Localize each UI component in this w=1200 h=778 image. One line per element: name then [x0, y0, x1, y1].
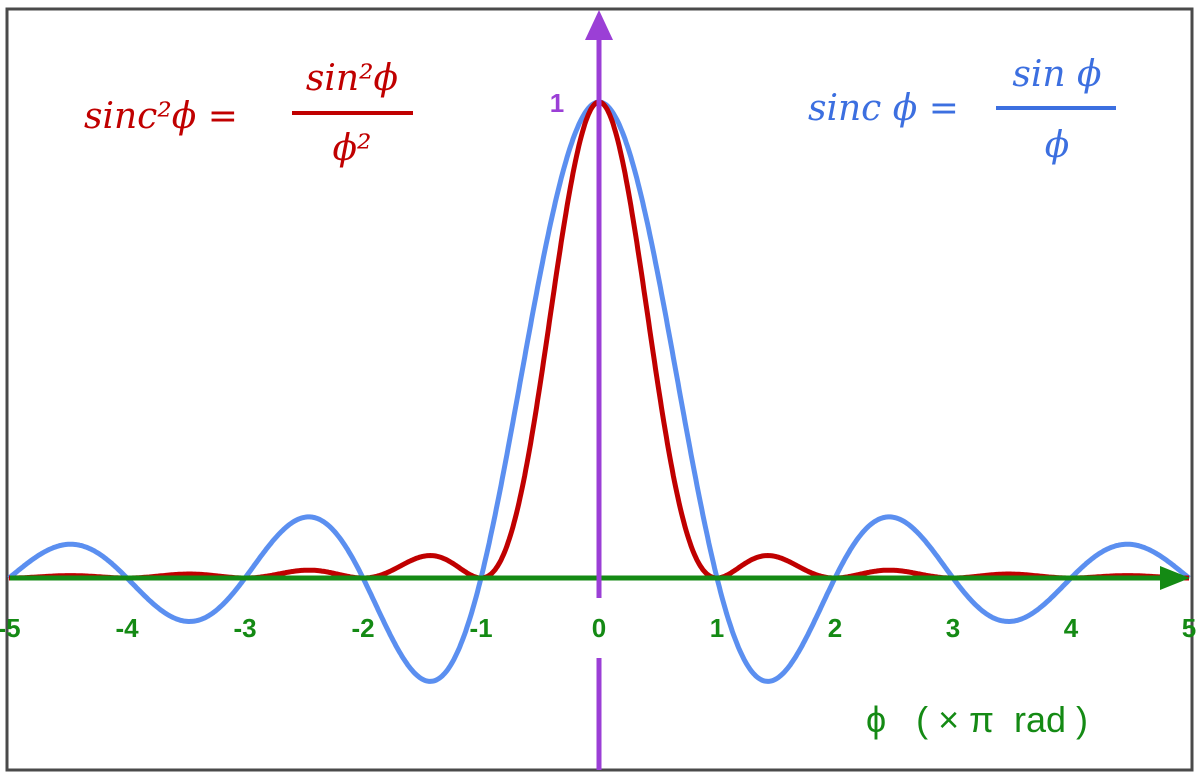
y-tick-label: 1: [550, 88, 564, 118]
legend-sinc-squared-denominator: ϕ²: [333, 128, 372, 169]
x-tick-label: 1: [710, 613, 724, 643]
x-tick-label: 0: [592, 613, 606, 643]
x-tick-label: 5: [1182, 613, 1196, 643]
legend-sinc: sinc ϕ = sin ϕ ϕ: [808, 54, 1116, 166]
legend-sinc-squared-lhs: sinc²ϕ =: [84, 96, 238, 137]
x-axis-arrow: [1160, 566, 1190, 590]
x-tick-label: 3: [946, 613, 960, 643]
legend-sinc-squared-numerator: sin²ϕ: [306, 58, 398, 99]
legend-sinc-squared: sinc²ϕ = sin²ϕ ϕ²: [84, 58, 413, 169]
x-tick-label: -4: [115, 613, 139, 643]
legend-sinc-denominator: ϕ: [1045, 125, 1070, 166]
legend-sinc-lhs: sinc ϕ =: [808, 88, 959, 129]
y-axis-arrow: [585, 10, 613, 40]
x-tick-label: -2: [351, 613, 374, 643]
x-tick-label: 2: [828, 613, 842, 643]
x-tick-label: 4: [1064, 613, 1079, 643]
x-tick-label: -3: [233, 613, 256, 643]
x-axis-label: ϕ ( × π rad ): [866, 699, 1088, 740]
legend-sinc-numerator: sin ϕ: [1012, 54, 1101, 95]
x-tick-label: -1: [469, 613, 492, 643]
x-tick-label: -5: [0, 613, 21, 643]
